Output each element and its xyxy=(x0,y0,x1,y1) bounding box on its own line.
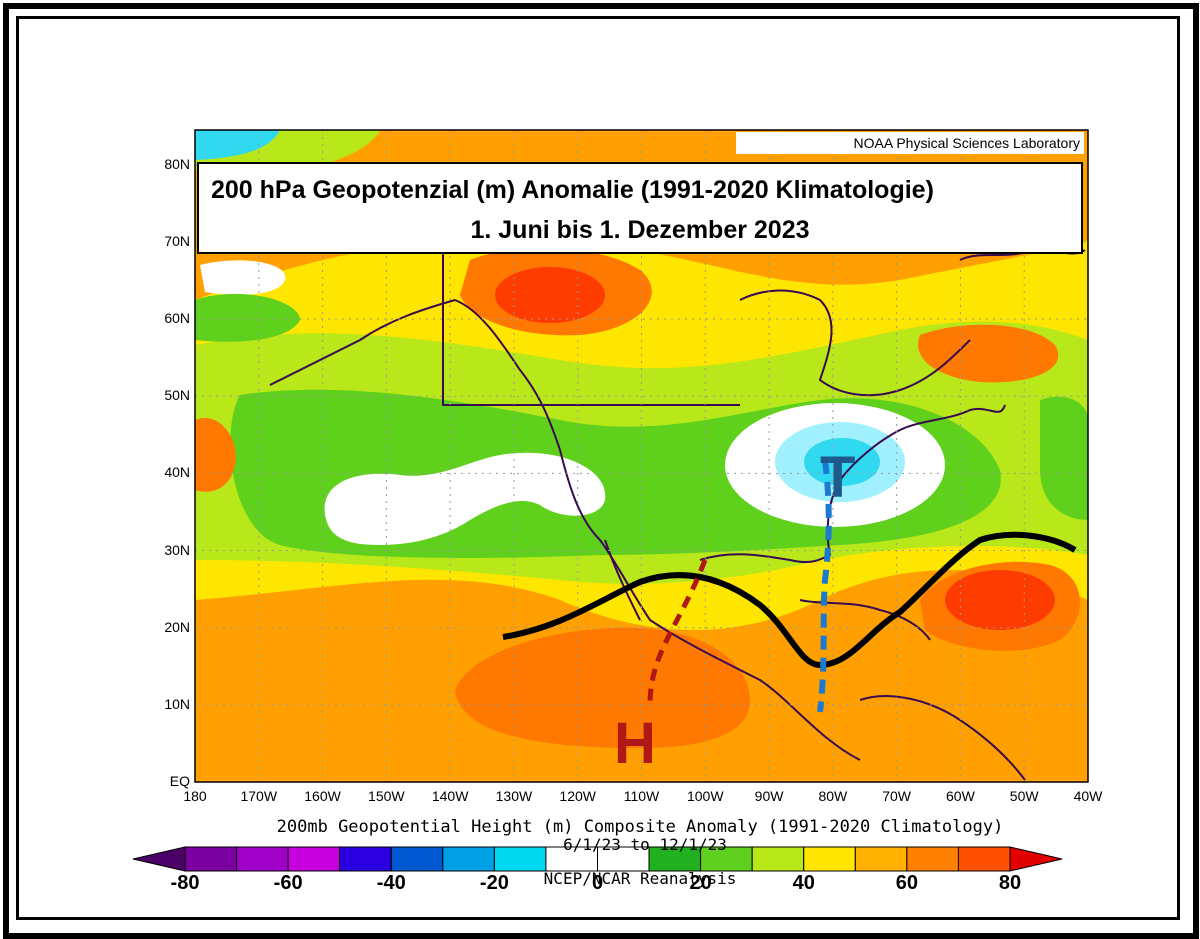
colorbar-swatch xyxy=(700,846,753,872)
caption-dates: 6/1/23 to 12/1/23 xyxy=(563,835,727,854)
colorbar-swatch xyxy=(906,846,959,872)
longitude-label: 70W xyxy=(882,788,912,804)
latitude-label: 70N xyxy=(164,232,190,249)
latitude-label: 60N xyxy=(164,310,190,327)
colorbar-label: 40 xyxy=(792,872,815,894)
colorbar-label: 60 xyxy=(895,872,918,894)
longitude-label: 120W xyxy=(559,788,596,804)
outer-frame xyxy=(3,3,1199,939)
latitude-label: 30N xyxy=(164,541,190,558)
colorbar-swatch xyxy=(751,846,805,872)
colorbar-swatch xyxy=(597,846,650,872)
coastlines xyxy=(269,247,1086,781)
longitude-label: 150W xyxy=(368,788,405,804)
latitude-label: 50N xyxy=(164,387,190,404)
colorbar-max-arrow xyxy=(1009,846,1063,872)
latitude-label: 10N xyxy=(164,695,190,712)
colorbar-swatch xyxy=(390,846,444,872)
high-pressure-label: H xyxy=(614,711,656,776)
longitude-label: 100W xyxy=(686,788,724,804)
title-line-1: 200 hPa Geopotenzial (m) Anomalie (1991-… xyxy=(211,176,934,204)
latitude-label: 80N xyxy=(164,155,190,172)
colorbar-swatch xyxy=(803,846,856,872)
colorbar-swatch xyxy=(957,846,1011,872)
title-line-2: 1. Juni bis 1. Dezember 2023 xyxy=(470,216,810,244)
colorbar-label: 80 xyxy=(998,872,1022,894)
caption-title: 200mb Geopotential Height (m) Composite … xyxy=(276,817,1004,837)
longitude-label: 90W xyxy=(754,788,784,804)
ridge-axis-line xyxy=(647,559,708,706)
latitude-label: 40N xyxy=(164,464,190,481)
caption-source: NCEP/NCAR Reanalysis xyxy=(543,869,737,888)
title-box: 200 hPa Geopotenzial (m) Anomalie (1991-… xyxy=(197,162,1083,254)
longitude-label: 180 xyxy=(183,788,207,804)
anomaly-field xyxy=(195,130,1088,782)
colorbar-label: -60 xyxy=(273,872,303,894)
low-pressure-label: T xyxy=(820,445,855,510)
colorbar-swatch xyxy=(854,846,908,872)
colorbar-label: -80 xyxy=(170,872,200,894)
longitude-label: 110W xyxy=(623,788,660,804)
inner-frame xyxy=(16,16,1180,920)
colorbar-swatch xyxy=(442,846,495,872)
colorbar-label: -40 xyxy=(376,872,406,894)
map-border xyxy=(194,129,1089,783)
longitude-label: 170W xyxy=(240,788,278,804)
longitude-label: 80W xyxy=(818,788,848,804)
jet-stream-line xyxy=(502,531,1077,669)
colorbar-swatch xyxy=(184,846,238,872)
colorbar-label: 20 xyxy=(689,872,712,894)
longitude-label: 140W xyxy=(431,788,469,804)
longitude-label: 60W xyxy=(946,788,975,804)
latitude-label: EQ xyxy=(169,773,190,789)
colorbar-label: 0 xyxy=(591,872,604,894)
longitude-label: 130W xyxy=(495,788,533,804)
latitude-label: 20N xyxy=(164,618,190,635)
longitude-label: 50W xyxy=(1009,788,1039,804)
colorbar-label: -20 xyxy=(479,872,509,894)
colorbar-swatch xyxy=(545,846,598,872)
credit-label: NOAA Physical Sciences Laboratory xyxy=(736,132,1084,154)
trough-axis-line xyxy=(817,459,832,713)
longitude-label: 40W xyxy=(1073,788,1103,804)
longitude-label: 160W xyxy=(304,788,341,804)
colorbar xyxy=(132,846,1063,872)
